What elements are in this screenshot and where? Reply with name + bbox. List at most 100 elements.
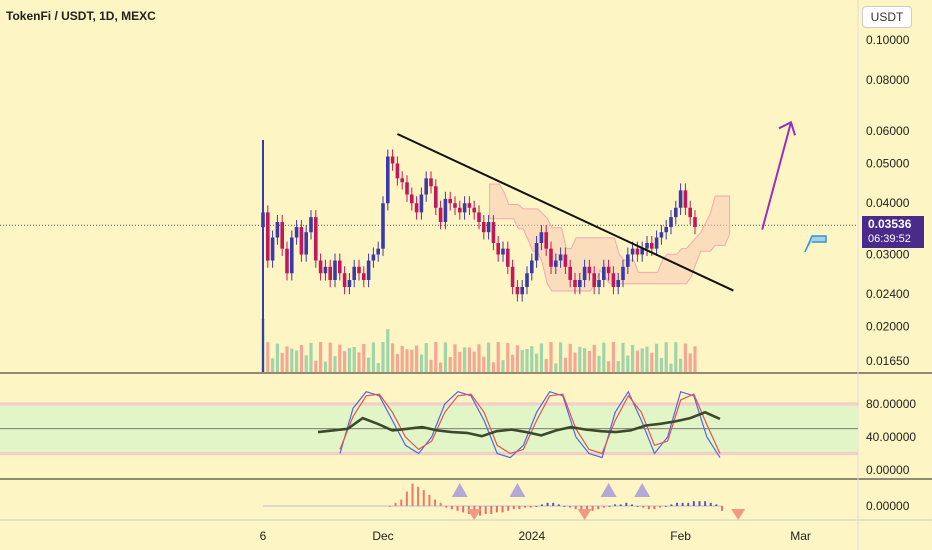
candle-body xyxy=(434,186,438,208)
candle-body xyxy=(285,248,289,274)
volume-bar xyxy=(299,345,303,372)
hist-bar xyxy=(434,499,437,506)
candle-body xyxy=(616,279,620,287)
candle-body xyxy=(299,227,304,255)
volume-bar xyxy=(314,360,318,372)
rsi-line xyxy=(317,410,721,438)
candle-body xyxy=(674,207,678,218)
projection-arrow xyxy=(761,122,792,230)
volume-layer xyxy=(261,319,697,372)
candle-body xyxy=(477,212,481,223)
candle-body xyxy=(693,217,697,228)
volume-bar xyxy=(568,343,572,372)
price-tick-label: 0.06000 xyxy=(866,124,910,138)
volume-bar xyxy=(506,343,510,372)
candle-body xyxy=(621,266,625,280)
candle-body xyxy=(290,237,294,274)
volume-bar xyxy=(635,350,639,372)
volume-bar xyxy=(323,361,327,372)
hist-bar xyxy=(614,504,617,506)
volume-bar xyxy=(376,363,380,372)
signal-down-marker xyxy=(467,509,482,520)
candle-body xyxy=(544,232,548,249)
volume-bar xyxy=(631,344,635,372)
volume-bar xyxy=(295,350,299,372)
candle-body xyxy=(650,242,654,249)
candle-body xyxy=(496,242,500,255)
candle-body xyxy=(602,266,606,280)
volume-bar xyxy=(290,348,294,372)
candle-body xyxy=(467,203,472,208)
volume-bar xyxy=(544,358,548,372)
currency-button[interactable]: USDT xyxy=(862,6,912,28)
candle-body xyxy=(640,248,644,255)
candle-body xyxy=(309,217,313,233)
candle-body xyxy=(371,254,376,261)
volume-bar xyxy=(319,342,323,372)
candle-body xyxy=(362,273,366,280)
axis-layer: 0.10000 0.08000 0.06000 0.05000 0.04000 0.030… xyxy=(260,33,917,543)
candle-body xyxy=(515,286,520,295)
price-tick-label: 0.10000 xyxy=(866,33,910,47)
hist-bar xyxy=(642,506,645,508)
volume-bar xyxy=(659,358,663,372)
hist-bar xyxy=(670,504,673,506)
hist-bar xyxy=(597,506,600,510)
candle-body xyxy=(582,266,587,280)
volume-bar xyxy=(472,351,476,372)
volume-bar xyxy=(563,357,567,372)
hist-bar xyxy=(405,491,408,506)
overbought-band xyxy=(0,402,858,406)
hist-bar xyxy=(495,506,498,513)
hist-bar xyxy=(653,506,656,510)
volume-bar xyxy=(491,362,495,372)
volume-bar xyxy=(549,342,553,372)
volume-bar xyxy=(477,344,481,372)
hist-bar xyxy=(569,506,572,508)
candle-body xyxy=(328,266,332,280)
volume-bar xyxy=(530,346,534,372)
candle-body xyxy=(501,248,505,255)
hist-bar xyxy=(659,506,662,508)
hist-bar xyxy=(450,506,453,510)
volume-bar xyxy=(645,346,649,372)
volume-bar xyxy=(381,342,385,372)
volume-bar xyxy=(664,342,668,372)
candle-body xyxy=(606,266,611,274)
signal-up-marker xyxy=(634,483,651,497)
volume-bar xyxy=(400,345,404,372)
volume-bar xyxy=(309,342,313,372)
candle-body xyxy=(275,222,280,238)
hist-bar xyxy=(400,499,403,506)
hist-bar xyxy=(574,506,577,510)
stochastic-panel xyxy=(0,390,858,459)
hist-bar xyxy=(580,506,583,511)
hist-bar xyxy=(512,506,515,510)
candle-body xyxy=(597,279,601,287)
candle-body xyxy=(578,279,582,287)
candle-body xyxy=(448,198,452,204)
volume-bar xyxy=(386,329,390,372)
volume-bar xyxy=(578,346,582,372)
signal-down-marker xyxy=(731,509,746,520)
candle-body xyxy=(458,207,462,213)
candle-body xyxy=(338,260,342,274)
price-tick-label: 0.05000 xyxy=(866,156,910,170)
candle-body xyxy=(659,232,664,238)
volume-bar xyxy=(592,344,596,372)
descending-trendline xyxy=(396,133,734,292)
time-tick-label: 6 xyxy=(260,529,267,543)
volume-bar xyxy=(640,348,644,372)
last-price-value: 0.03536 xyxy=(868,217,912,231)
volume-bar xyxy=(554,363,558,372)
hist-bar xyxy=(411,483,414,506)
hist-bar xyxy=(484,506,487,514)
time-tick-label: 2024 xyxy=(518,529,545,543)
signal-up-marker xyxy=(509,483,526,497)
volume-bar xyxy=(338,344,342,372)
candle-body xyxy=(563,254,568,267)
volume-bar xyxy=(357,352,361,372)
stoch-tick-label: 0.00000 xyxy=(866,463,910,477)
